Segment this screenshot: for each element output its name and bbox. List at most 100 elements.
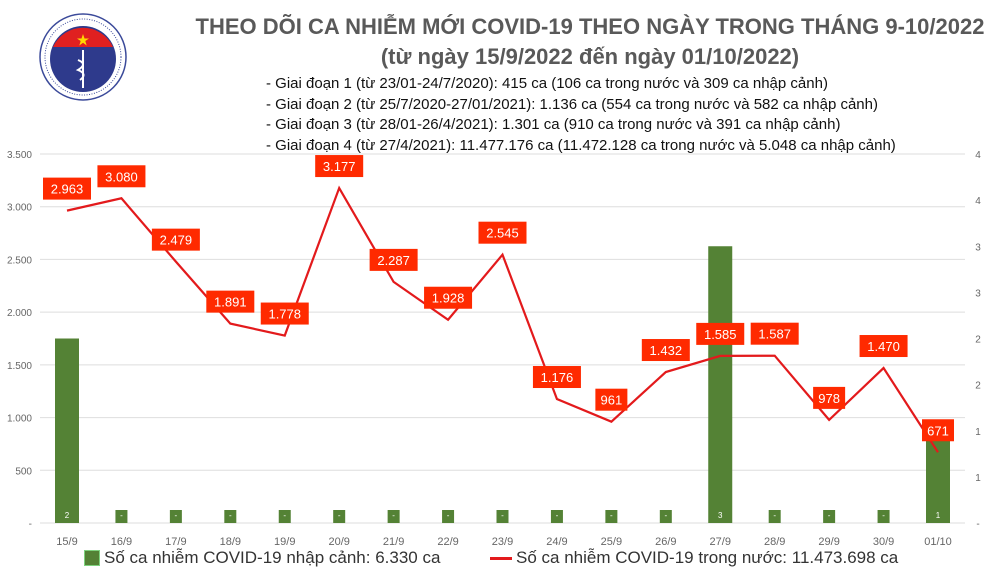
bar-label: - <box>664 511 667 520</box>
x-axis-tick: 30/9 <box>873 536 894 548</box>
x-axis-tick: 29/9 <box>818 536 839 548</box>
right-axis-tick: 1 <box>975 427 981 438</box>
bar-label: - <box>610 511 613 520</box>
ministry-of-health-logo <box>38 12 128 107</box>
data-label-box <box>595 388 628 411</box>
x-axis-tick: 28/9 <box>764 536 785 548</box>
legend-label: Số ca nhiễm COVID-19 nhập cảnh: 6.330 ca <box>104 548 441 567</box>
left-axis-tick: 1.500 <box>7 361 32 372</box>
data-label-box <box>750 322 799 345</box>
bar <box>224 510 237 523</box>
bar-label: - <box>392 511 395 520</box>
data-label-box <box>151 228 200 251</box>
chart-title: THEO DÕI CA NHIỄM MỚI COVID-19 THEO NGÀY… <box>195 14 985 39</box>
bar-label: - <box>175 511 178 520</box>
bar <box>115 510 128 523</box>
left-axis-tick: 3.500 <box>7 150 32 161</box>
data-label: 2.479 <box>160 233 193 248</box>
x-axis-tick: 21/9 <box>383 536 404 548</box>
left-axis-tick: 1.000 <box>7 414 32 425</box>
phase-notes: - Giai đoạn 1 (từ 23/01-24/7/2020): 415 … <box>266 74 896 156</box>
bar-label: 2 <box>65 511 70 520</box>
chart-subtitle: (từ ngày 15/9/2022 đến ngày 01/10/2022) <box>380 44 800 69</box>
data-label: 1.176 <box>541 370 574 385</box>
legend-swatch-line <box>490 556 512 560</box>
data-label: 2.545 <box>486 226 519 241</box>
data-label: 1.891 <box>214 295 247 310</box>
bar-label: - <box>773 511 776 520</box>
phase-note: - Giai đoạn 2 (từ 25/7/2020-27/01/2021):… <box>266 95 878 113</box>
right-axis-tick: 3 <box>975 242 981 253</box>
data-label: 1.470 <box>867 339 900 354</box>
x-axis-tick: 15/9 <box>56 536 77 548</box>
bar-label: - <box>556 511 559 520</box>
data-label: 1.778 <box>268 307 301 322</box>
right-axis-tick: 2 <box>975 335 981 346</box>
bar <box>278 510 291 523</box>
bar <box>55 338 79 523</box>
bar <box>550 510 563 523</box>
bar <box>708 246 733 523</box>
bar-label: 3 <box>718 511 723 520</box>
x-axis-tick: 01/10 <box>924 536 952 548</box>
bar <box>333 510 346 523</box>
x-axis-tick: 17/9 <box>165 536 186 548</box>
right-axis-tick: 1 <box>975 473 981 484</box>
bar <box>823 510 836 523</box>
data-label: 3.080 <box>105 169 138 184</box>
bar-label: - <box>501 511 504 520</box>
data-label: 978 <box>818 391 840 406</box>
data-label-box <box>478 221 527 244</box>
legend-swatch-bar <box>84 550 100 566</box>
data-label: 1.432 <box>650 343 683 358</box>
data-label: 1.928 <box>432 291 465 306</box>
left-axis-tick: 2.500 <box>7 255 32 266</box>
bar-label: - <box>828 511 831 520</box>
right-axis-tick: - <box>976 519 979 530</box>
data-label-box <box>97 165 146 188</box>
phase-note: - Giai đoạn 3 (từ 28/01-26/4/2021): 1.30… <box>266 116 841 133</box>
data-label-box <box>315 155 364 178</box>
data-label: 1.585 <box>704 327 737 342</box>
x-axis-tick: 18/9 <box>220 536 241 548</box>
bar <box>605 510 618 523</box>
right-axis-tick: 4 <box>975 150 981 161</box>
data-label-box <box>43 177 91 200</box>
legend-item-bar: Số ca nhiễm COVID-19 nhập cảnh: 6.330 ca <box>84 548 440 568</box>
data-label: 2.963 <box>51 182 84 197</box>
right-axis-tick: 2 <box>975 381 981 392</box>
bar-label: - <box>120 511 123 520</box>
data-label: 3.177 <box>323 159 356 174</box>
data-label-box <box>859 335 908 358</box>
bar-label: - <box>447 511 450 520</box>
bar-label: 1 <box>936 511 941 520</box>
bar <box>169 510 182 523</box>
data-label-box <box>696 322 745 345</box>
phase-note: - Giai đoạn 1 (từ 23/01-24/7/2020): 415 … <box>266 75 828 92</box>
data-label-box <box>369 248 418 271</box>
bar-label: - <box>229 511 232 520</box>
bar-label: - <box>338 511 341 520</box>
x-axis-tick: 27/9 <box>710 536 731 548</box>
data-label: 961 <box>601 393 623 408</box>
x-axis-tick: 26/9 <box>655 536 676 548</box>
x-axis-tick: 23/9 <box>492 536 513 548</box>
bar <box>442 510 455 523</box>
bar-label: - <box>283 511 286 520</box>
data-label-box <box>641 339 690 362</box>
x-axis-tick: 16/9 <box>111 536 132 548</box>
bar <box>926 430 950 523</box>
data-label: 2.287 <box>377 253 410 268</box>
data-label: 1.587 <box>758 327 791 342</box>
data-label-box <box>922 419 954 442</box>
left-axis-tick: 3.000 <box>7 203 32 214</box>
data-label-box <box>424 286 473 309</box>
bar <box>877 510 890 523</box>
bar <box>387 510 400 523</box>
right-axis-tick: 4 <box>975 196 981 207</box>
x-axis-tick: 24/9 <box>546 536 567 548</box>
bar <box>768 510 781 523</box>
data-label-box <box>532 366 581 389</box>
